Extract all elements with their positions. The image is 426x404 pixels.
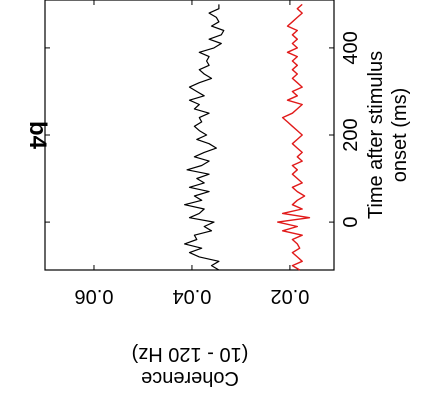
y-tick-label: 0.02 (270, 285, 309, 307)
panel-label: b4 (24, 121, 51, 150)
y-axis-title-line1: Coherence (141, 367, 239, 389)
x-axis-title-line2: onset (ms) (389, 88, 411, 182)
plot-frame (44, 0, 335, 271)
x-axis-ticks: 0 200 400 (45, 31, 362, 228)
y-tick-label: 0.06 (75, 285, 114, 307)
series-line-red (277, 3, 311, 271)
series-line-black (184, 4, 225, 271)
y-axis-title-line2: (10 - 120 Hz) (132, 343, 249, 365)
x-tick-label: 200 (340, 118, 362, 151)
x-tick-label: 0 (340, 217, 362, 228)
y-axis-ticks: 0.06 0.04 0.02 (75, 0, 309, 307)
x-tick-label: 400 (340, 31, 362, 64)
x-axis-title-line1: Time after stimulus (365, 51, 387, 219)
y-tick-label: 0.04 (172, 285, 211, 307)
